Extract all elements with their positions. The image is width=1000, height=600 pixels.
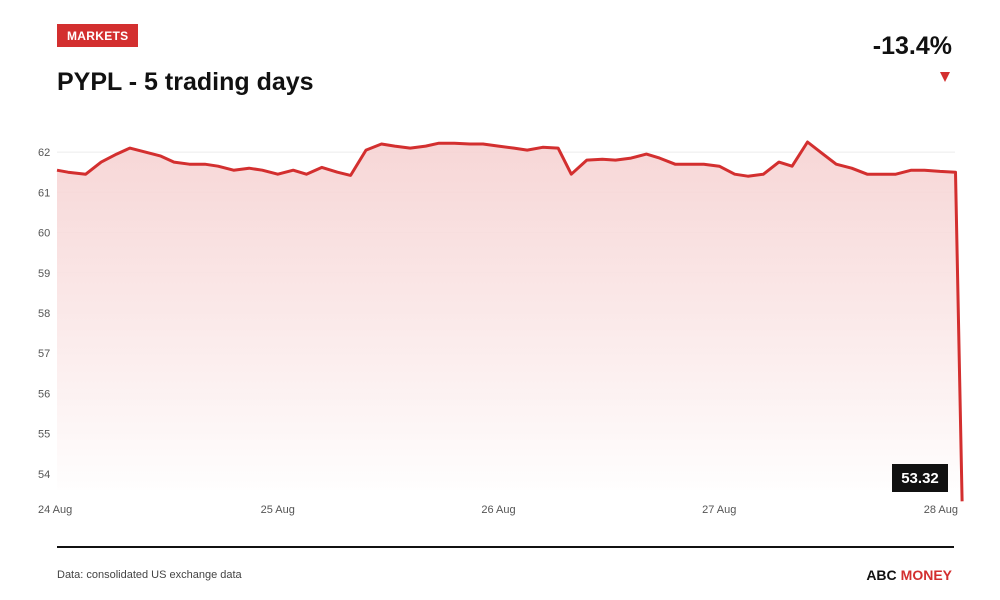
y-tick-label: 60 bbox=[38, 228, 50, 240]
y-tick-label: 58 bbox=[38, 308, 50, 320]
x-tick-label: 28 Aug bbox=[924, 504, 958, 516]
y-axis-ticks: 54 55 56 57 58 59 60 61 62 bbox=[38, 147, 50, 481]
y-tick-label: 55 bbox=[38, 429, 50, 441]
y-tick-label: 59 bbox=[38, 268, 50, 280]
data-source: Data: consolidated US exchange data bbox=[57, 569, 242, 581]
y-tick-label: 54 bbox=[38, 469, 50, 481]
y-tick-label: 56 bbox=[38, 388, 50, 400]
x-tick-label: 25 Aug bbox=[261, 504, 295, 516]
y-tick-label: 62 bbox=[38, 147, 50, 159]
price-area bbox=[57, 142, 963, 502]
y-tick-label: 61 bbox=[38, 187, 50, 199]
percent-change: -13.4% bbox=[872, 32, 952, 60]
last-price-value: 53.32 bbox=[901, 470, 939, 487]
y-tick-label: 57 bbox=[38, 348, 50, 360]
x-tick-label: 26 Aug bbox=[481, 504, 515, 516]
x-tick-label: 27 Aug bbox=[702, 504, 736, 516]
last-price-label-bg bbox=[892, 464, 948, 492]
brand-name-part2: MONEY bbox=[900, 567, 952, 583]
last-price-label: 53.32 bbox=[892, 464, 948, 492]
price-line bbox=[56, 140, 964, 502]
brand-name-part1: ABC bbox=[866, 567, 897, 583]
x-tick-label: 24 Aug bbox=[38, 504, 72, 516]
footer-divider bbox=[57, 546, 954, 548]
x-axis-ticks: 24 Aug 25 Aug 26 Aug 27 Aug 28 Aug bbox=[38, 504, 958, 516]
section-badge: MARKETS bbox=[57, 24, 139, 47]
down-arrow-icon bbox=[940, 72, 950, 82]
chart-title: PYPL - 5 trading days bbox=[57, 68, 314, 96]
brand-logo: ABC MONEY bbox=[866, 567, 952, 583]
